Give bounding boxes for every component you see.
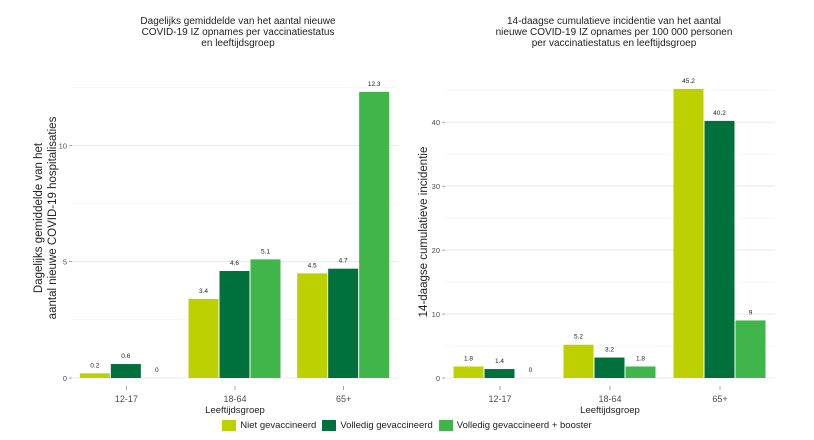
x-axis-title: Leeftijdsgroep	[580, 405, 640, 416]
bar	[359, 91, 390, 378]
y-tick-label: 5	[63, 258, 67, 267]
data-label: 1.8	[464, 355, 473, 362]
data-label: 12.3	[368, 81, 381, 88]
bar	[484, 369, 515, 378]
bar	[79, 373, 110, 378]
bar	[673, 88, 704, 379]
legend-swatch-niet-gevaccineerd	[222, 420, 237, 431]
chart-title-line: en leeftijdsgroep	[201, 38, 275, 49]
legend-item-booster: Volledig gevaccineerd + booster	[438, 420, 592, 431]
y-tick-label: 0	[436, 374, 440, 383]
chart-iz-cumulative-incidence: 0 10 20 30 40 1.8 1.4 0 12-17 5.2 3.2 1.8 18-64 45.2 4…	[418, 16, 775, 416]
legend-item-volledig-gevaccineerd: Volledig gevaccineerd	[322, 420, 433, 431]
x-tick-label: 12-17	[488, 394, 511, 404]
data-label: 1.4	[495, 358, 504, 365]
bar	[328, 268, 359, 378]
x-tick-label: 18-64	[223, 394, 246, 404]
chart-title-line: Dagelijks gemiddelde van het aantal nieu…	[140, 16, 336, 27]
legend-label-volledig-gevaccineerd: Volledig gevaccineerd	[340, 420, 433, 431]
legend-swatch-booster	[438, 420, 453, 431]
x-tick-label: 65+	[712, 394, 727, 404]
legend-swatch-volledig-gevaccineerd	[322, 420, 337, 431]
bar	[250, 259, 281, 378]
data-label: 3.4	[199, 288, 208, 295]
legend-label-booster: Volledig gevaccineerd + booster	[456, 420, 592, 431]
y-axis-title-line: 14-daagse cumulatieve incidentie	[418, 147, 430, 318]
legend-label-niet-gevaccineerd: Niet gevaccineerd	[240, 420, 317, 431]
data-label: 45.2	[682, 78, 695, 85]
y-tick-label: 30	[432, 182, 440, 191]
data-label: 9	[749, 309, 753, 316]
chart-title-line: per vaccinatiestatus en leeftijdsgroep	[532, 38, 697, 49]
data-label: 4.6	[230, 260, 239, 267]
y-tick-label: 20	[432, 246, 440, 255]
data-label: 5.2	[574, 334, 583, 341]
chart-title-line: nieuwe COVID-19 IZ opnames per 100 000 p…	[496, 27, 733, 38]
data-label: 4.7	[339, 258, 348, 265]
chart-title-line: 14-daagse cumulatieve incidentie van het…	[507, 16, 721, 27]
data-label: 3.2	[605, 347, 614, 354]
y-axis-title-line: aantal nieuwe COVID-19 hospitalisaties	[47, 116, 59, 319]
data-label: 0	[529, 367, 533, 374]
chart-iz-daily-average: 0 5 10 0.2 0.6 0 12-17 3.4 4.6 5.1 18-64 4.5 4.7 12.3…	[33, 16, 398, 416]
bar	[110, 364, 141, 378]
data-label: 0	[155, 367, 159, 374]
chart-title-line: COVID-19 IZ opnames per vaccinatiestatus	[142, 27, 335, 38]
legend-item-niet-gevaccineerd: Niet gevaccineerd	[222, 420, 316, 431]
bar	[704, 120, 735, 378]
bar	[297, 273, 328, 378]
data-label: 0.6	[121, 353, 130, 360]
data-label: 0.2	[90, 362, 99, 369]
x-tick-label: 18-64	[598, 394, 621, 404]
bar	[219, 271, 250, 378]
y-tick-label: 10	[432, 310, 440, 319]
bar	[594, 357, 625, 378]
data-label: 4.5	[308, 262, 317, 269]
bar	[188, 298, 219, 378]
legend: Niet gevaccineerd Volledig gevaccineerd …	[0, 420, 814, 431]
y-tick-label: 0	[63, 374, 67, 383]
y-tick-label: 10	[59, 141, 67, 150]
bar	[735, 320, 766, 378]
x-tick-label: 65+	[336, 394, 351, 404]
bar	[625, 366, 656, 378]
x-tick-label: 12-17	[115, 394, 138, 404]
data-label: 1.8	[636, 355, 645, 362]
bar	[453, 366, 484, 378]
data-label: 40.2	[713, 110, 726, 117]
y-axis-title-line: Dagelijks gemiddelde van het	[33, 142, 45, 293]
x-axis-title: Leeftijdsgroep	[205, 405, 265, 416]
bar	[563, 344, 594, 378]
y-tick-label: 40	[432, 118, 440, 127]
data-label: 5.1	[261, 248, 270, 255]
